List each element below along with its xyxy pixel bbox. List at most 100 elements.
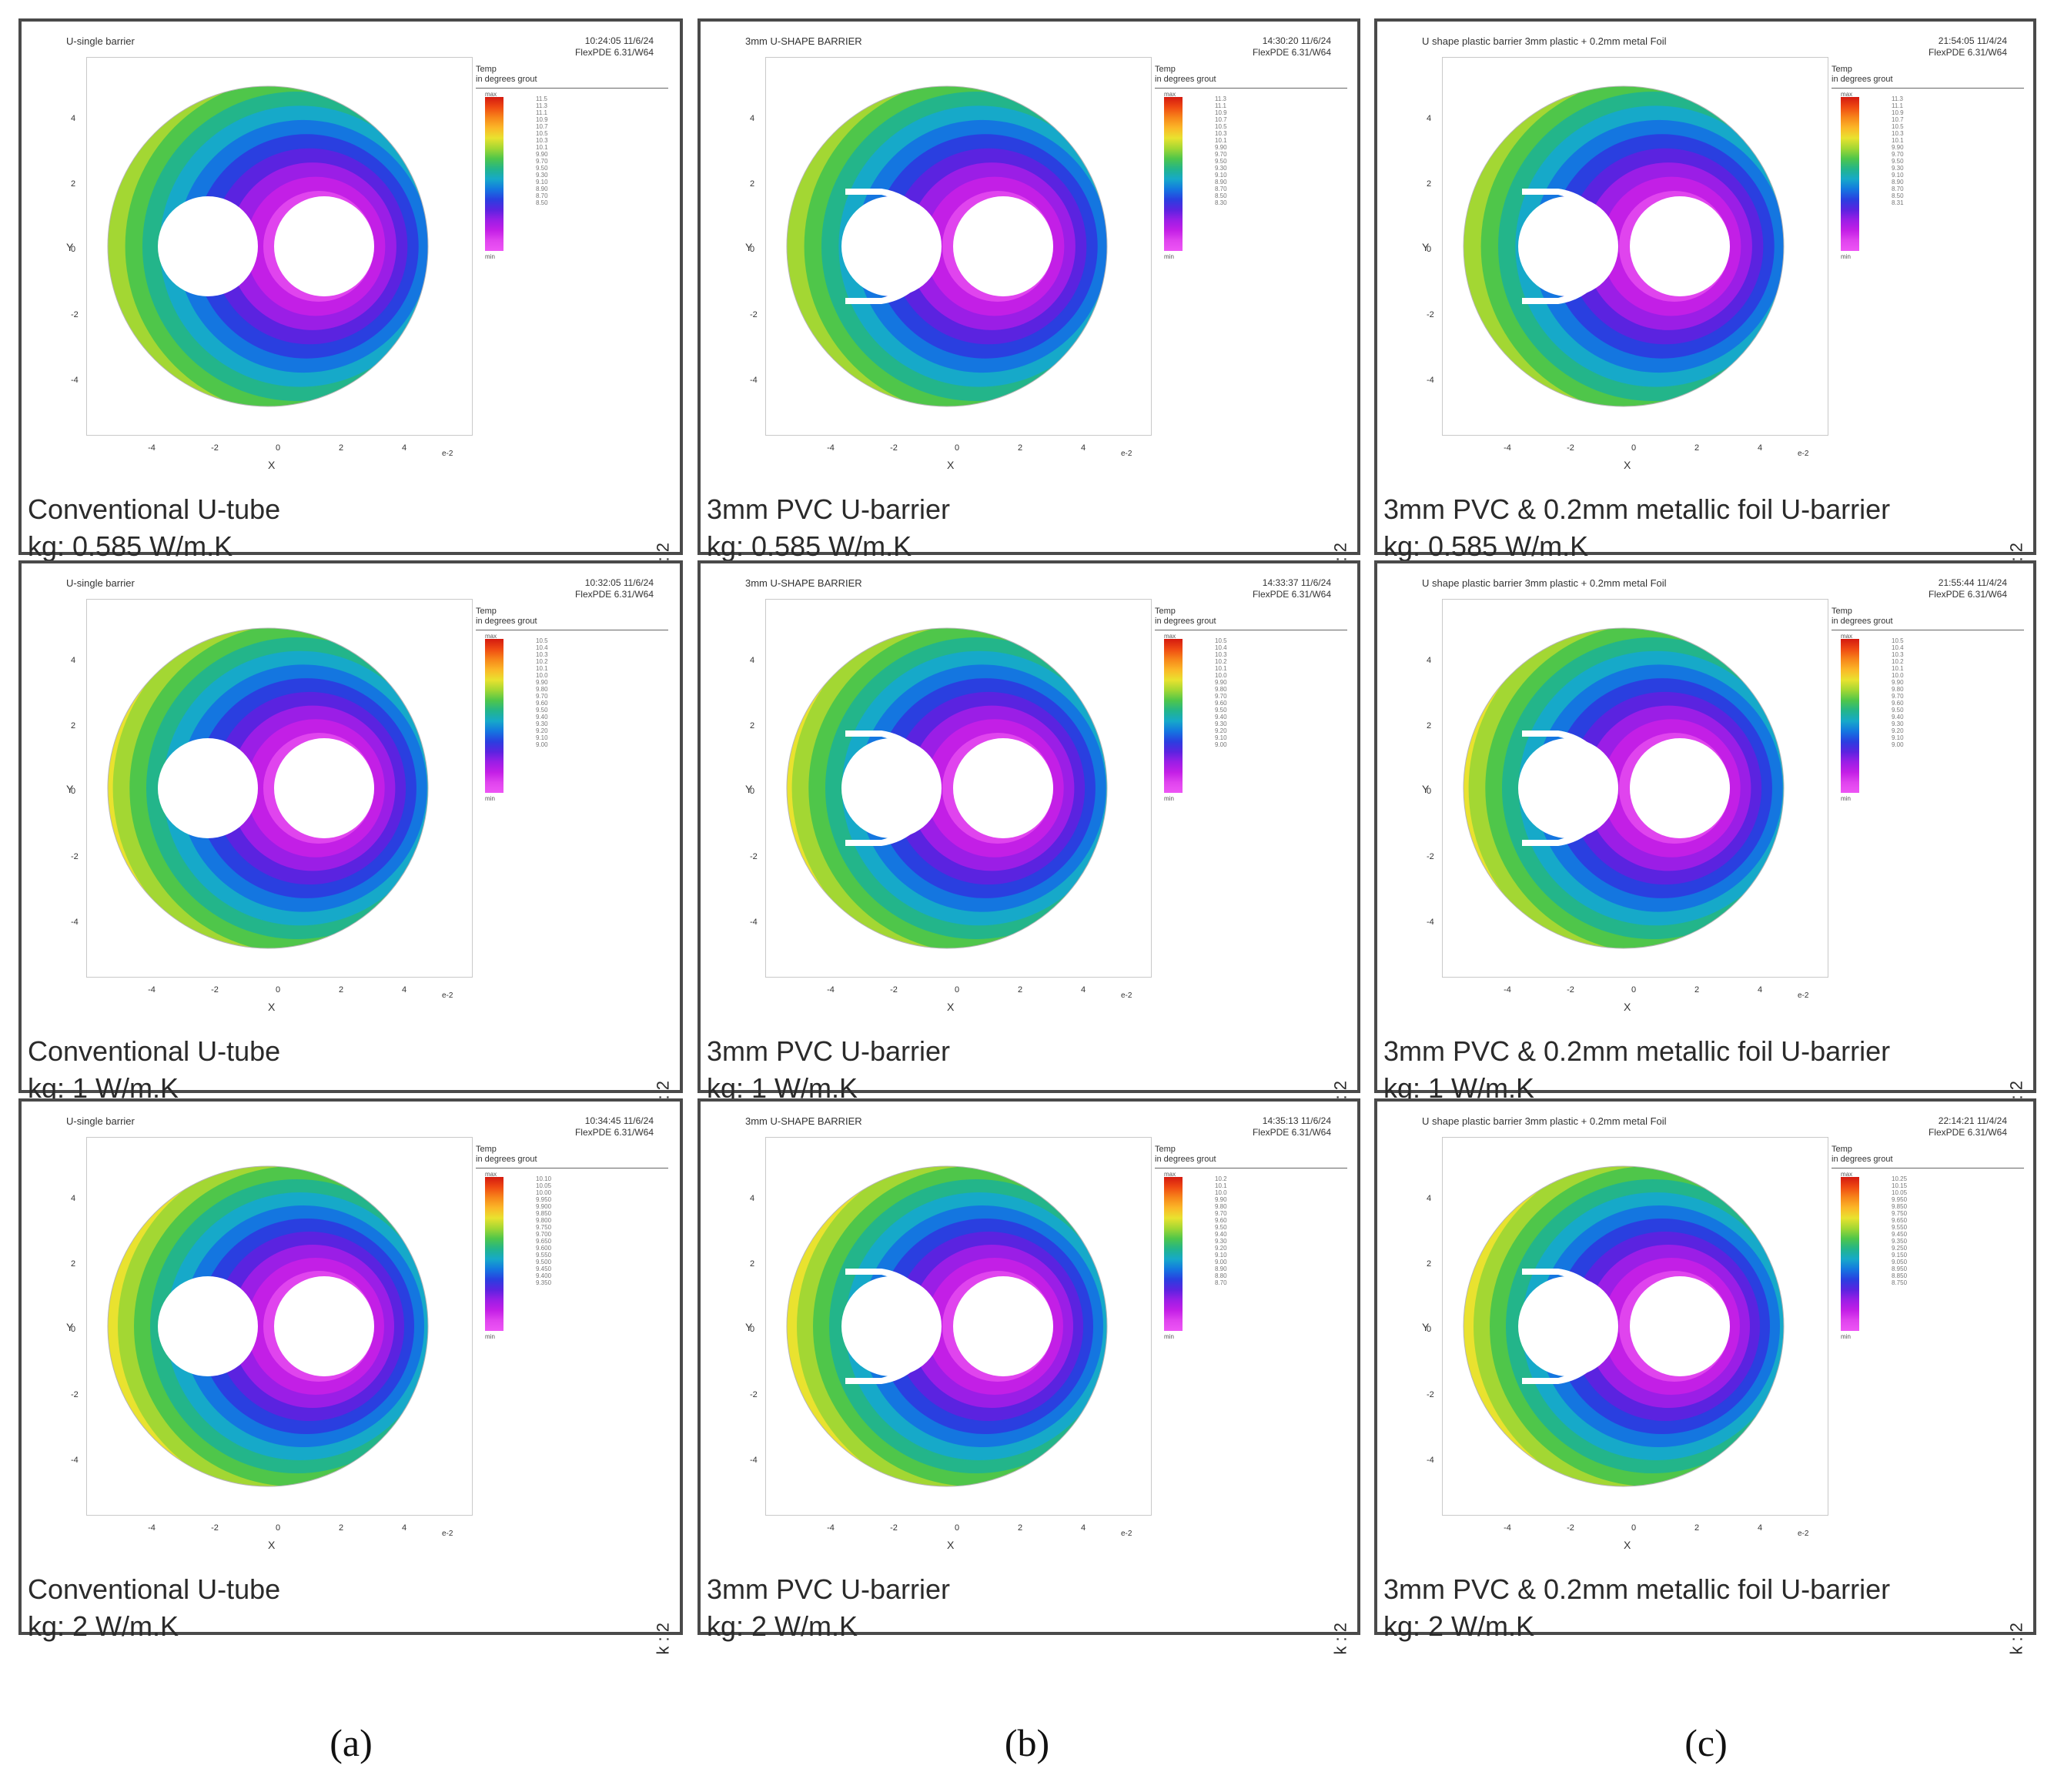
legend-value: 10.2 (536, 658, 548, 665)
x-axis-unit: e-2 (1121, 450, 1132, 458)
timestamp: 14:35:13 11/6/24 FlexPDE 6.31/W64 (1253, 1115, 1331, 1138)
grout-conductivity: kg: 0.585 W/m.K (1383, 530, 1589, 562)
legend-subtitle: in degrees grout (1155, 617, 1216, 626)
legend-value: 9.650 (1892, 1217, 1908, 1224)
y-axis-ticks: 4 2 0 -2 -4 (1427, 599, 1439, 976)
legend-color-bar (1841, 97, 1859, 251)
legend-color-bar (1164, 639, 1183, 793)
case-name: 3mm PVC U-barrier (707, 493, 951, 525)
legend-value: 9.550 (536, 1252, 552, 1259)
legend-value: 11.3 (1215, 95, 1226, 102)
legend-min-label: min (1841, 253, 1851, 260)
plot-area (86, 1137, 473, 1516)
subfigure-label: (b) (1004, 1721, 1050, 1764)
timestamp: 21:54:05 11/4/24 FlexPDE 6.31/W64 (1929, 35, 2007, 59)
legend-title: Temp (476, 607, 497, 616)
legend-value: 11.3 (536, 102, 547, 109)
legend-color-bar (1841, 1177, 1859, 1331)
y-axis-ticks: 4 2 0 -2 -4 (71, 599, 83, 976)
legend-value: 10.5 (536, 130, 548, 137)
legend-values: 11.5 11.3 11.1 10.9 10.7 10.5 10.3 10.1 9.90 9.70… (536, 95, 548, 206)
legend-values: 10.25 10.15 10.05 9.950 9.850 9.750 9.650 9.550… (1892, 1175, 1907, 1286)
legend-value: 9.850 (1892, 1203, 1908, 1210)
y-tick-label: -2 (71, 1390, 79, 1399)
legend-value: 9.10 (1892, 172, 1904, 179)
legend-value: 9.30 (1892, 720, 1904, 727)
legend-value: 10.2 (1215, 658, 1227, 665)
borehole-outline (786, 1165, 1108, 1487)
legend-subtitle: in degrees grout (476, 1155, 537, 1164)
panel-title: U shape plastic barrier 3mm plastic + 0.… (1422, 577, 1667, 589)
legend-value: 9.90 (1892, 679, 1904, 686)
timestamp-time: 14:33:37 11/6/24 (1262, 577, 1331, 588)
k-grid-label: k : 2 (654, 1623, 673, 1655)
y-tick-label: 4 (1427, 1194, 1432, 1203)
x-tick-label: -4 (148, 1523, 156, 1533)
y-tick-label: -2 (71, 852, 79, 861)
legend-title: Temp (1155, 607, 1176, 616)
legend-values: 10.5 10.4 10.3 10.2 10.1 10.0 9.90 9.80 9.70 9.60… (1892, 637, 1904, 748)
x-axis-unit: e-2 (1121, 991, 1132, 1000)
y-tick-label: 2 (1427, 1259, 1432, 1269)
legend-values: 11.3 11.1 10.9 10.7 10.5 10.3 10.1 9.90 9.70 9.50… (1892, 95, 1904, 206)
legend-color-bar (485, 639, 503, 793)
x-tick-label: 2 (1017, 985, 1023, 995)
grout-conductivity: kg: 0.585 W/m.K (707, 530, 912, 562)
y-tick-label: 0 (750, 245, 755, 254)
legend-value: 9.40 (1215, 1231, 1227, 1238)
x-axis-unit: e-2 (1798, 991, 1809, 1000)
legend-value: 9.50 (536, 165, 548, 172)
simulation-panel: U-single barrier 10:24:05 11/6/24 FlexPD… (18, 18, 683, 575)
y-tick-label: 0 (71, 1325, 76, 1334)
panel-title: U shape plastic barrier 3mm plastic + 0.… (1422, 1115, 1667, 1127)
legend-min-label: min (1164, 1333, 1174, 1340)
x-tick-label: -2 (211, 443, 219, 453)
borehole-outline (786, 627, 1108, 949)
y-axis-label: Y (745, 241, 753, 253)
x-tick-label: 0 (275, 443, 281, 453)
x-axis-unit: e-2 (1798, 1530, 1809, 1538)
y-tick-label: 4 (71, 1194, 76, 1203)
x-tick-label: -2 (890, 443, 898, 453)
legend-value: 11.1 (1215, 102, 1226, 109)
legend-value: 9.70 (1892, 693, 1904, 700)
temperature-contour-plot (107, 627, 429, 949)
legend-value: 9.80 (1892, 686, 1904, 693)
x-axis-label: X (268, 459, 276, 471)
legend-value: 10.1 (536, 665, 548, 672)
legend-value: 9.80 (1215, 686, 1227, 693)
timestamp-software: FlexPDE 6.31/W64 (1252, 47, 1331, 58)
legend-rule (476, 88, 668, 89)
legend-value: 9.750 (1892, 1210, 1908, 1217)
x-tick-label: 2 (1017, 443, 1023, 453)
x-axis-label: X (1624, 1001, 1631, 1013)
legend-values: 11.3 11.1 10.9 10.7 10.5 10.3 10.1 9.90 9.70 9.50… (1215, 95, 1227, 206)
case-name: Conventional U-tube (28, 1573, 281, 1605)
y-tick-label: 4 (71, 656, 76, 665)
legend-value: 10.00 (536, 1189, 552, 1196)
x-axis-unit: e-2 (442, 1530, 453, 1538)
simulation-panel: U shape plastic barrier 3mm plastic + 0.… (1374, 1098, 2036, 1655)
legend-value: 8.90 (1215, 1265, 1227, 1272)
legend-value: 8.31 (1892, 199, 1904, 206)
x-tick-label: -4 (827, 1523, 835, 1533)
y-axis-label: Y (1422, 1321, 1430, 1333)
x-axis-label: X (1624, 459, 1631, 471)
u-barrier-shape (1522, 1269, 1618, 1384)
legend-value: 9.10 (536, 179, 548, 186)
legend-value: 10.1 (1215, 1182, 1227, 1189)
temperature-legend: Temp in degrees grout max min 11.3 11.1 10… (1832, 65, 2039, 296)
y-tick-label: 0 (1427, 787, 1432, 796)
legend-value: 10.1 (1215, 137, 1227, 144)
k-grid-label: k : 2 (1331, 1623, 1350, 1655)
y-tick-label: 4 (750, 1194, 755, 1203)
inlet-pipe (158, 1276, 258, 1376)
legend-title: Temp (1155, 65, 1176, 74)
outlet-pipe (953, 196, 1053, 296)
x-axis-ticks: -4 -2 0 2 4 (765, 985, 1150, 998)
x-tick-label: -2 (211, 1523, 219, 1533)
case-name: 3mm PVC U-barrier (707, 1573, 951, 1605)
legend-subtitle: in degrees grout (476, 75, 537, 84)
timestamp: 10:32:05 11/6/24 FlexPDE 6.31/W64 (575, 577, 654, 600)
legend-value: 9.30 (1215, 720, 1227, 727)
